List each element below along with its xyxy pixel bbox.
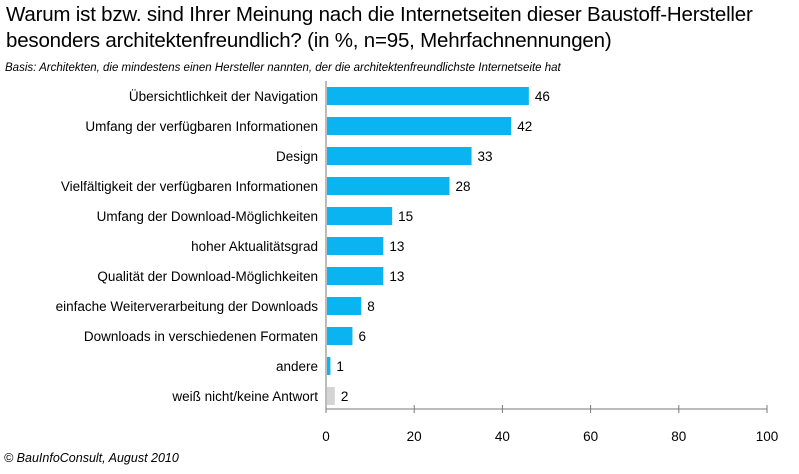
data-label: 46 (535, 89, 550, 104)
bar (327, 387, 335, 405)
x-tick-label: 60 (583, 429, 598, 444)
category-label: hoher Aktualitätsgrad (191, 239, 318, 254)
x-tick-label: 100 (756, 429, 779, 444)
category-label: einfache Weiterverarbeitung der Download… (56, 299, 319, 314)
data-label: 33 (478, 149, 493, 164)
x-tick-label: 80 (671, 429, 686, 444)
category-label: Umfang der verfügbaren Informationen (85, 119, 318, 134)
bar (327, 357, 331, 375)
bar (327, 237, 384, 255)
category-label: Übersichtlichkeit der Navigation (129, 89, 318, 104)
copyright-footer: © BauInfoConsult, August 2010 (4, 451, 179, 465)
category-label: Design (276, 149, 318, 164)
x-tick-label: 40 (495, 429, 510, 444)
chart-title: Warum ist bzw. sind Ihrer Meinung nach d… (6, 3, 753, 52)
data-label: 1 (336, 359, 344, 374)
bar (327, 117, 512, 135)
bar (327, 147, 472, 165)
category-label: Vielfältigkeit der verfügbaren Informati… (61, 179, 318, 194)
category-label: Downloads in verschiedenen Formaten (84, 329, 318, 344)
data-label: 6 (358, 329, 366, 344)
bar (327, 297, 362, 315)
category-label: andere (276, 359, 318, 374)
basis-note: Basis: Architekten, die mindestens einen… (5, 62, 561, 74)
category-label: Qualität der Download-Möglichkeiten (97, 269, 318, 284)
bar (327, 267, 384, 285)
data-label: 8 (367, 299, 375, 314)
category-label: Umfang der Download-Möglichkeiten (97, 209, 318, 224)
bar (327, 207, 393, 225)
data-label: 13 (389, 269, 404, 284)
bar (327, 87, 529, 105)
bar (327, 177, 450, 195)
data-label: 13 (389, 239, 404, 254)
x-tick-label: 20 (407, 429, 422, 444)
data-label: 15 (398, 209, 413, 224)
data-label: 28 (455, 179, 470, 194)
data-label: 42 (517, 119, 532, 134)
bar (327, 327, 353, 345)
data-label: 2 (341, 389, 349, 404)
x-tick-label: 0 (322, 429, 330, 444)
category-label: weiß nicht/keine Antwort (171, 389, 318, 404)
